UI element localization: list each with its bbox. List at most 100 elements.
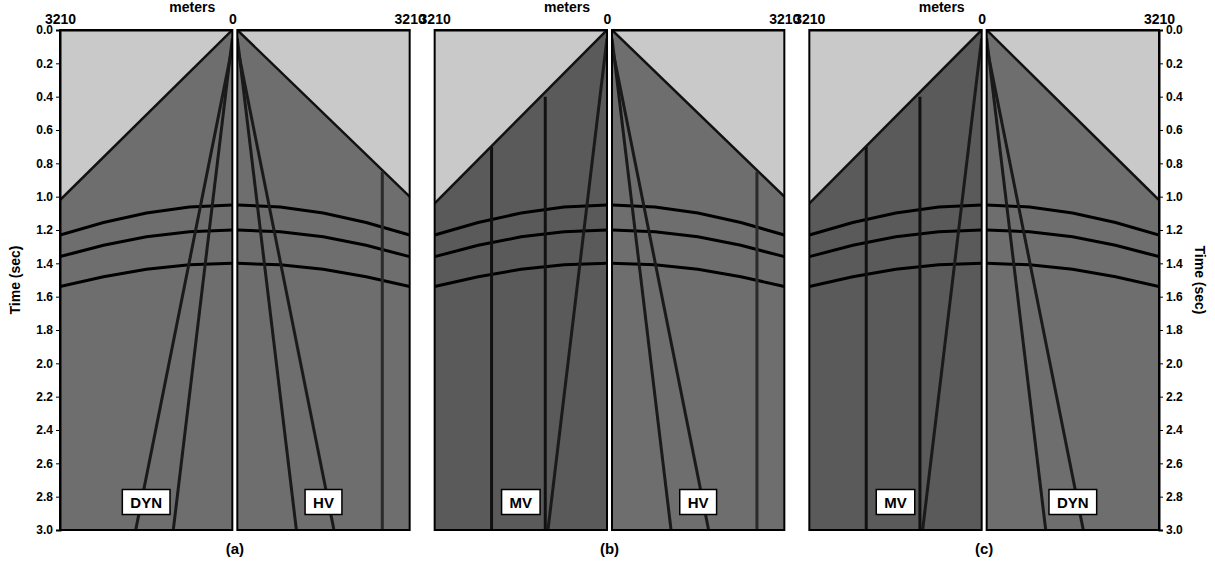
y-tick-mark xyxy=(1159,163,1163,164)
x-tick-label: 0 xyxy=(229,11,237,27)
y-tick-mark xyxy=(56,30,60,31)
x-tick: 3210 xyxy=(420,11,451,30)
event-line xyxy=(544,97,547,530)
y-tick-label: 1.8 xyxy=(36,323,53,337)
y-tick-label: 2.2 xyxy=(1166,390,1183,404)
y-tick: 1.6 xyxy=(36,290,60,304)
y-tick: 0.6 xyxy=(36,123,60,137)
title-box: DYN xyxy=(1049,490,1097,515)
y-tick: 1.8 xyxy=(36,323,60,337)
y-axis: 0.00.20.40.60.81.01.21.41.61.82.02.22.42… xyxy=(36,23,60,537)
y-tick-label: 2.2 xyxy=(36,390,53,404)
title-background xyxy=(876,490,915,515)
event-line xyxy=(612,263,784,286)
panel: 32100metersMV(b) xyxy=(420,0,619,557)
x-axis-line xyxy=(613,30,785,32)
y-tick-label: 1.2 xyxy=(1166,223,1183,237)
title-box: HV xyxy=(305,490,342,515)
y-tick-mark xyxy=(1159,263,1163,264)
y-tick-label: 2.0 xyxy=(36,357,53,371)
y-tick-label: 0.8 xyxy=(1166,157,1183,171)
panel: 321000.00.20.40.60.81.01.21.41.61.82.02.… xyxy=(7,0,244,557)
y-tick: 1.0 xyxy=(36,190,60,204)
y-axis: 0.00.20.40.60.81.01.21.41.61.82.02.22.42… xyxy=(1159,23,1183,537)
y-tick-mark xyxy=(56,163,60,164)
y-tick: 1.2 xyxy=(36,223,60,237)
event-line xyxy=(381,172,384,530)
y-tick-mark xyxy=(1159,30,1163,31)
panel-background xyxy=(987,30,1159,530)
panel-frame xyxy=(237,30,409,530)
y-tick: 1.8 xyxy=(1159,323,1183,337)
y-tick-label: 0.4 xyxy=(36,90,53,104)
y-tick-label: 0.2 xyxy=(36,57,53,71)
panel-frame xyxy=(612,30,784,530)
y-tick-mark xyxy=(1159,130,1163,131)
y-tick-mark xyxy=(1159,230,1163,231)
x-axis: 3210 xyxy=(238,11,426,31)
y-tick-mark xyxy=(56,463,60,464)
event-line xyxy=(548,38,607,530)
y-tick: 2.6 xyxy=(36,457,60,471)
x-axis-title: meters xyxy=(169,0,215,15)
arrival-area xyxy=(809,30,981,530)
event-line xyxy=(173,38,232,530)
panel-caption: (c) xyxy=(975,540,993,557)
y-tick-mark xyxy=(56,63,60,64)
panel-background xyxy=(60,30,232,530)
y-tick: 2.4 xyxy=(36,423,60,437)
x-axis-line xyxy=(238,30,410,32)
panel-frame xyxy=(987,30,1159,530)
y-tick-mark xyxy=(1159,363,1163,364)
panel: 32100metersMV(c) xyxy=(794,0,993,557)
y-tick: 0.2 xyxy=(1159,57,1183,71)
y-tick-mark xyxy=(1159,97,1163,98)
y-tick: 2.0 xyxy=(1159,357,1183,371)
title-background xyxy=(305,490,342,515)
y-tick-label: 1.2 xyxy=(36,223,53,237)
y-tick-mark xyxy=(1159,330,1163,331)
y-tick: 0.0 xyxy=(36,23,60,37)
y-tick: 0.2 xyxy=(36,57,60,71)
x-tick-label: 3210 xyxy=(420,11,451,27)
arrival-area xyxy=(987,30,1159,530)
panel-frame xyxy=(435,30,607,530)
y-tick: 0.8 xyxy=(36,157,60,171)
marks xyxy=(237,30,409,530)
y-axis-title: Time (sec) xyxy=(1192,246,1208,315)
title-box: MV xyxy=(876,490,915,515)
first-arrival xyxy=(435,30,607,203)
y-tick-label: 1.0 xyxy=(36,190,53,204)
panel-title: MV xyxy=(510,494,533,511)
y-tick-mark xyxy=(1159,463,1163,464)
event-line xyxy=(987,263,1159,286)
x-axis-title: meters xyxy=(544,0,590,15)
title-background xyxy=(680,490,717,515)
y-tick: 0.8 xyxy=(1159,157,1183,171)
y-tick: 3.0 xyxy=(1159,523,1183,537)
y-tick-label: 2.4 xyxy=(36,423,53,437)
y-tick-mark xyxy=(1159,497,1163,498)
panel-frame xyxy=(809,30,981,530)
event-line xyxy=(237,47,334,530)
panel-background xyxy=(237,30,409,530)
x-axis-line xyxy=(810,30,982,32)
x-tick-label: 3210 xyxy=(794,11,825,27)
y-tick-mark xyxy=(1159,297,1163,298)
y-tick: 1.6 xyxy=(1159,290,1183,304)
y-tick-mark xyxy=(1159,197,1163,198)
panel-caption: (b) xyxy=(600,540,619,557)
event-line xyxy=(987,47,1084,530)
y-tick-mark xyxy=(1159,430,1163,431)
x-tick-label: 0 xyxy=(978,11,986,27)
title-box: HV xyxy=(680,490,717,515)
arrival-area xyxy=(237,30,409,530)
panel-title: HV xyxy=(688,494,709,511)
y-tick: 2.6 xyxy=(1159,457,1183,471)
event-line xyxy=(809,263,981,286)
y-tick-mark xyxy=(56,297,60,298)
event-line xyxy=(918,97,921,530)
y-tick-mark xyxy=(1159,63,1163,64)
y-tick: 0.0 xyxy=(1159,23,1183,37)
event-line xyxy=(865,147,868,530)
